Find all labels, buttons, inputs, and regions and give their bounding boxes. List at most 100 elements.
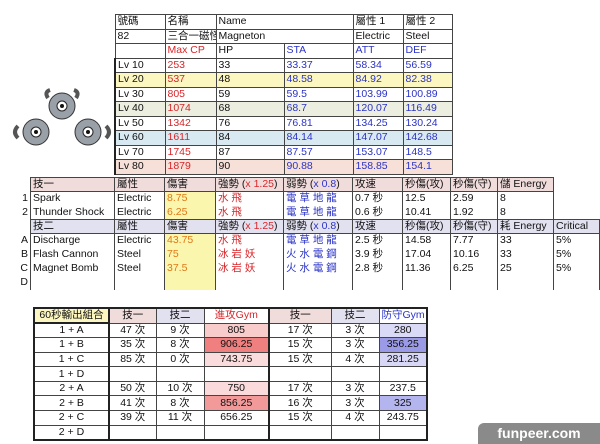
combo-row: 2 + D [33,424,428,441]
stat-cell: 90.88 [283,159,354,175]
type2: Steel [402,28,453,44]
combo-cell: 4 次 [330,410,380,426]
move-cell: 水 飛 [215,191,284,206]
move-cell: 33 [497,247,554,262]
combo-cell: 11 次 [155,410,205,426]
stat-cell: Lv 60 [114,130,166,146]
combo-cell: 1 + D [33,366,110,382]
move-cell: Steel [114,247,165,262]
header-col: 秒傷(守) [450,177,498,192]
move-cell [164,275,216,290]
move-cell: 11.36 [402,261,451,276]
combo-cell: 17 次 [268,380,332,397]
move-cell: 5% [553,233,600,248]
combo-cell [268,424,332,441]
combo-cell [268,366,332,382]
move-cell: 0.7 秒 [352,191,403,206]
stat-cell: 76 [215,115,285,131]
combo-header: 技一 [268,307,332,324]
header-col: 儲 Energy [497,177,554,192]
stats-row: Lv 20 537 48 48.58 84.92 82.38 [114,72,453,88]
move-cell [553,275,600,290]
header-damage: 傷害 [164,177,216,192]
combo-cell [203,366,270,382]
move-cell [352,275,403,290]
move-cell: 8.75 [164,191,216,206]
move-cell: 25 [497,261,554,276]
combo-cell: 2 + D [33,424,110,441]
move-cell: 電 草 地 龍 [283,191,353,206]
move-cell: 43.75 [164,233,216,248]
combo-cell: 237.5 [378,380,428,397]
stat-cell: 59.5 [283,86,354,102]
stat-cell: 253 [164,57,217,73]
move-cell: 2.8 秒 [352,261,403,276]
combo-cell: 47 次 [108,322,157,339]
move-index: B [20,248,28,260]
combo-cell: 2 + A [33,380,110,397]
stat-cell: 68.7 [283,101,354,117]
header-type2: 屬性 2 [402,14,453,30]
stat-cell: 153.07 [352,144,404,160]
combo-row: 1 + D [33,366,428,382]
fast-header-row: 技一 屬性 傷害 強勢 (x 1.25) 弱勢 (x 0.8) 攻速 秒傷(攻) 秒傷(守) 儲… [30,177,554,192]
header-col: 攻速 [352,219,403,234]
charge-header-row: 技二 屬性 傷害 強勢 (x 1.25) 弱勢 (x 0.8) 攻速 秒傷(攻) 秒傷(守) 耗… [30,219,600,234]
combo-cell: 805 [203,322,270,339]
move-cell: 8 [497,205,554,220]
combo-cell: 3 次 [330,322,380,339]
stat-cell: 120.07 [352,101,404,117]
header-col: Critical [553,219,600,234]
header-col: 秒傷(攻) [402,177,451,192]
combo-cell [330,424,380,441]
header-part: 強勢 ( [218,178,246,191]
move-cell: 火 水 電 鋼 [283,247,353,262]
header-col: 秒傷(攻) [402,219,451,234]
header-part: 弱勢 ( [286,220,314,233]
header-weak: 弱勢 (x 0.8) [283,177,353,192]
move-cell: Discharge [30,233,115,248]
combo-cell: 16 次 [268,395,332,412]
combo-cell [330,366,380,382]
combo-cell: 17 次 [268,322,332,339]
header-att: ATT [352,43,404,59]
move-cell: 5% [553,247,600,262]
header-part: 強勢 ( [218,220,246,233]
move-cell [402,275,451,290]
header-part: x 1.25 [245,178,275,191]
stat-cell: Lv 20 [114,72,166,88]
stat-cell: 147.07 [352,130,404,146]
stat-cell: 1879 [164,159,217,175]
combo-cell: 906.25 [203,337,270,353]
magneton-image [13,88,111,146]
move-cell: 5% [553,261,600,276]
info-row: 82 三合一磁怪 Magneton Electric Steel [114,28,453,44]
combo-cell: 8 次 [155,337,205,353]
move-cell: 火 水 電 鋼 [283,261,353,276]
combo-cell: 1 + A [33,322,110,339]
combo-cell: 35 次 [108,337,157,353]
stat-cell: 130.24 [402,115,453,131]
combo-cell: 1 + C [33,351,110,368]
move-cell [450,275,498,290]
combo-cell: 41 次 [108,395,157,412]
combo-header: 60秒輸出組合 [33,307,110,324]
header-col: 耗 Energy [497,219,554,234]
combo-cell: 10 次 [155,380,205,397]
stats-row: Lv 30 805 59 59.5 103.99 100.89 [114,86,453,102]
move-cell: 6.25 [450,261,498,276]
move-cell: 2.5 秒 [352,233,403,248]
stat-cell: 56.59 [402,57,453,73]
header-part: ) [336,220,340,233]
move-cell: Spark [30,191,115,206]
header-part: x 1.25 [245,220,275,233]
stat-cell: 103.99 [352,86,404,102]
combo-cell: 281.25 [378,351,428,368]
header-part: ) [274,178,278,191]
stats-row: Lv 60 1611 84 84.14 147.07 142.68 [114,130,453,146]
move-cell: 10.16 [450,247,498,262]
combo-cell: 356.25 [378,337,428,353]
stats-row: Lv 50 1342 76 76.81 134.25 130.24 [114,115,453,131]
